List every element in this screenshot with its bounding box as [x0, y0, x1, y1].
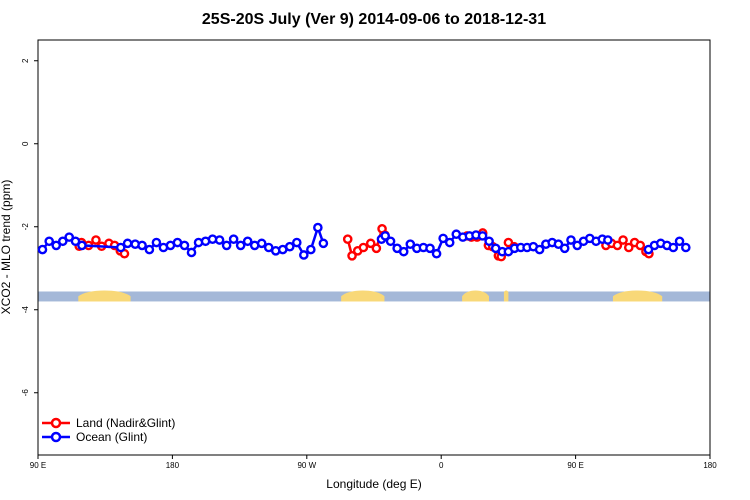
series-0-point [371, 243, 382, 254]
series-1-point [228, 234, 239, 244]
legend: Land (Nadir&Glint) Ocean (Glint) [42, 416, 175, 444]
series-1-point [306, 244, 316, 255]
series-1-point [681, 242, 691, 253]
series-1-point [70, 236, 81, 247]
series-0-point [347, 250, 357, 261]
series-1-point [37, 244, 48, 255]
x-tick-label-5: 180 [703, 461, 717, 470]
legend-ocean-marker [50, 431, 62, 443]
series-1-point [425, 243, 435, 254]
plot-frame [37, 39, 711, 456]
x-tick-label-4: 90 E [567, 461, 583, 470]
series-1-point [242, 236, 253, 247]
series-0-point [342, 234, 353, 244]
series-1-point [380, 231, 391, 241]
series-1-point [668, 242, 679, 253]
series-1-point [291, 237, 302, 248]
series-1-point [284, 241, 295, 252]
series-1-point [318, 238, 329, 249]
land-segment-0 [78, 290, 131, 302]
series-1 [37, 222, 691, 260]
series-1-point [77, 240, 87, 251]
series-1-point [214, 235, 225, 245]
series-1-point [438, 233, 448, 244]
series-1-point [179, 240, 190, 251]
legend-land-label: Land (Nadir&Glint) [76, 416, 175, 430]
axes: 90 E 180 90 W 0 90 E 180 2 0 -2 -4 -6 [21, 39, 717, 470]
y-tick-label-2: -2 [21, 223, 30, 231]
y-tick-label-1: 0 [21, 141, 30, 146]
series-1-point [444, 237, 455, 248]
series-1-point [137, 240, 147, 251]
series-0-point [365, 238, 376, 249]
series-1-point [431, 248, 442, 259]
series-1-point [566, 235, 576, 245]
chart-title: 25S-20S July (Ver 9) 2014-09-06 to 2018-… [202, 11, 546, 28]
land-segment-2 [462, 290, 489, 302]
series-1-point [572, 240, 583, 251]
series-0 [74, 224, 654, 262]
y-tick-label-3: -4 [21, 306, 30, 314]
series-1-point [603, 235, 613, 245]
series-1-point [122, 238, 133, 249]
series-0-point [91, 235, 101, 245]
x-tick-label-1: 180 [166, 461, 180, 470]
series-1-point [51, 240, 62, 251]
y-axis-label: XCO2 - MLO trend (ppm) [0, 180, 13, 315]
series-1-point [313, 222, 323, 233]
series-0-point [635, 240, 646, 251]
series-1-point [144, 244, 155, 255]
series-1-point [534, 244, 545, 255]
y-tick-label-4: -6 [21, 389, 30, 397]
series-1-point [221, 240, 232, 251]
series-1-point [553, 239, 564, 249]
series-1-point [235, 240, 246, 251]
series-1-point [674, 236, 685, 247]
series-0-point [618, 235, 628, 245]
series-1-point [385, 236, 396, 247]
series-1-point [64, 232, 75, 242]
land-segment-3 [503, 290, 509, 302]
x-axis-label: Longitude (deg E) [326, 477, 421, 491]
series [37, 222, 691, 262]
series-1-point [484, 236, 494, 247]
series-1-point [57, 236, 68, 247]
x-tick-label-2: 90 W [297, 461, 316, 470]
series-1-point [405, 239, 416, 249]
series-1-point [44, 236, 55, 247]
land-segment-4 [612, 290, 663, 302]
series-1-point [559, 243, 570, 254]
series-0-point [358, 242, 369, 253]
series-1-point [477, 231, 488, 241]
x-tick-label-0: 90 E [30, 461, 46, 470]
series-1-point [299, 250, 309, 260]
series-0-point [623, 242, 634, 253]
x-tick-label-3: 0 [439, 461, 444, 470]
series-1-point [186, 247, 197, 258]
y-tick-label-0: 2 [21, 58, 30, 63]
land-ocean-strip [38, 290, 710, 302]
series-1-point [151, 237, 162, 248]
series-1-point [115, 242, 126, 253]
series-0-point [612, 240, 623, 251]
series-1-point [398, 246, 409, 257]
land-segment-1 [341, 290, 385, 302]
series-1-point [256, 238, 267, 249]
legend-ocean-label: Ocean (Glint) [76, 430, 147, 444]
legend-land-marker [50, 417, 62, 429]
